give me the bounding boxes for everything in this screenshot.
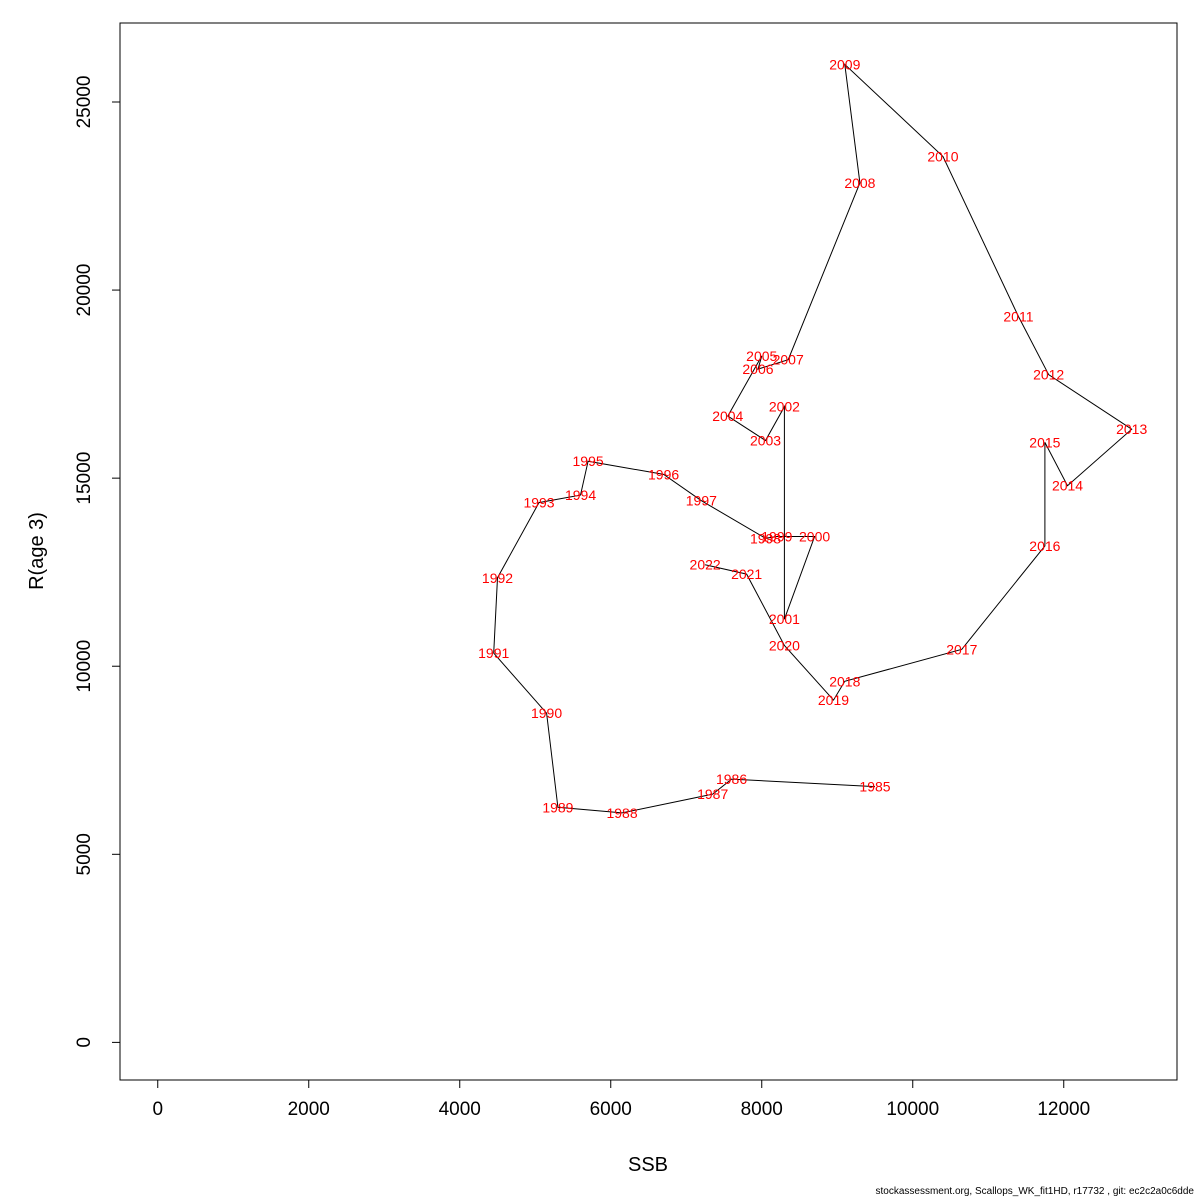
point-label-1994: 1994 <box>565 487 596 503</box>
point-label-2017: 2017 <box>946 641 977 657</box>
point-label-1991: 1991 <box>478 645 509 661</box>
x-tick-label: 10000 <box>886 1099 939 1120</box>
point-label-2009: 2009 <box>829 56 860 72</box>
series-path-group <box>493 63 1133 814</box>
point-label-2002: 2002 <box>769 399 800 415</box>
x-tick-label: 0 <box>152 1099 163 1120</box>
y-tick-label: 25000 <box>74 76 95 129</box>
x-tick-label: 8000 <box>741 1099 783 1120</box>
y-tick-label: 5000 <box>74 833 95 875</box>
x-tick-label: 12000 <box>1037 1099 1090 1120</box>
point-label-2016: 2016 <box>1029 538 1060 554</box>
point-label-2008: 2008 <box>844 175 875 191</box>
point-label-1993: 1993 <box>523 495 554 511</box>
y-tick-label: 0 <box>74 1037 95 1048</box>
point-label-1996: 1996 <box>648 466 679 482</box>
y-axis: 0 5000 10000 15000 20000 25000 <box>74 76 121 1048</box>
y-tick-label: 15000 <box>74 452 95 505</box>
y-tick-label: 20000 <box>74 264 95 317</box>
y-axis-title: R(age 3) <box>26 512 48 590</box>
point-label-2007: 2007 <box>773 352 804 368</box>
point-label-2006: 2006 <box>742 361 773 377</box>
footer-credit: stockassessment.org, Scallops_WK_fit1HD,… <box>875 1186 1195 1197</box>
x-tick-label: 4000 <box>439 1099 481 1120</box>
point-label-2014: 2014 <box>1052 478 1083 494</box>
point-label-2010: 2010 <box>927 149 958 165</box>
point-label-2004: 2004 <box>712 408 743 424</box>
x-tick-label: 6000 <box>590 1099 632 1120</box>
point-label-1986: 1986 <box>716 771 747 787</box>
point-label-1997: 1997 <box>686 493 717 509</box>
point-label-2012: 2012 <box>1033 367 1064 383</box>
point-label-1990: 1990 <box>531 705 562 721</box>
y-tick-label: 10000 <box>74 640 95 693</box>
x-axis-title: SSB <box>628 1154 668 1176</box>
point-label-1987: 1987 <box>697 786 728 802</box>
point-label-2011: 2011 <box>1003 308 1033 324</box>
point-label-2005: 2005 <box>746 348 777 364</box>
x-tick-label: 2000 <box>288 1099 330 1120</box>
point-label-2000: 2000 <box>799 528 830 544</box>
point-label-2001: 2001 <box>769 611 800 627</box>
point-label-2020: 2020 <box>769 638 800 654</box>
point-label-2013: 2013 <box>1116 421 1147 437</box>
point-label-2003: 2003 <box>750 433 781 449</box>
point-label-2019: 2019 <box>818 692 849 708</box>
x-axis: 0 2000 4000 6000 8000 10000 12000 <box>152 1079 1090 1120</box>
point-label-2015: 2015 <box>1029 434 1060 450</box>
point-label-1985: 1985 <box>859 779 890 795</box>
point-label-2022: 2022 <box>690 557 721 573</box>
point-label-1999: 1999 <box>761 528 792 544</box>
series-line <box>493 63 1133 814</box>
point-label-2018: 2018 <box>829 673 860 689</box>
point-label-1992: 1992 <box>482 570 513 586</box>
point-label-1989: 1989 <box>542 799 573 815</box>
point-label-2021: 2021 <box>731 566 762 582</box>
point-label-1998: 1998 <box>750 530 781 546</box>
plot-frame <box>119 22 1178 1081</box>
point-label-1995: 1995 <box>573 453 604 469</box>
point-label-1988: 1988 <box>606 805 637 821</box>
